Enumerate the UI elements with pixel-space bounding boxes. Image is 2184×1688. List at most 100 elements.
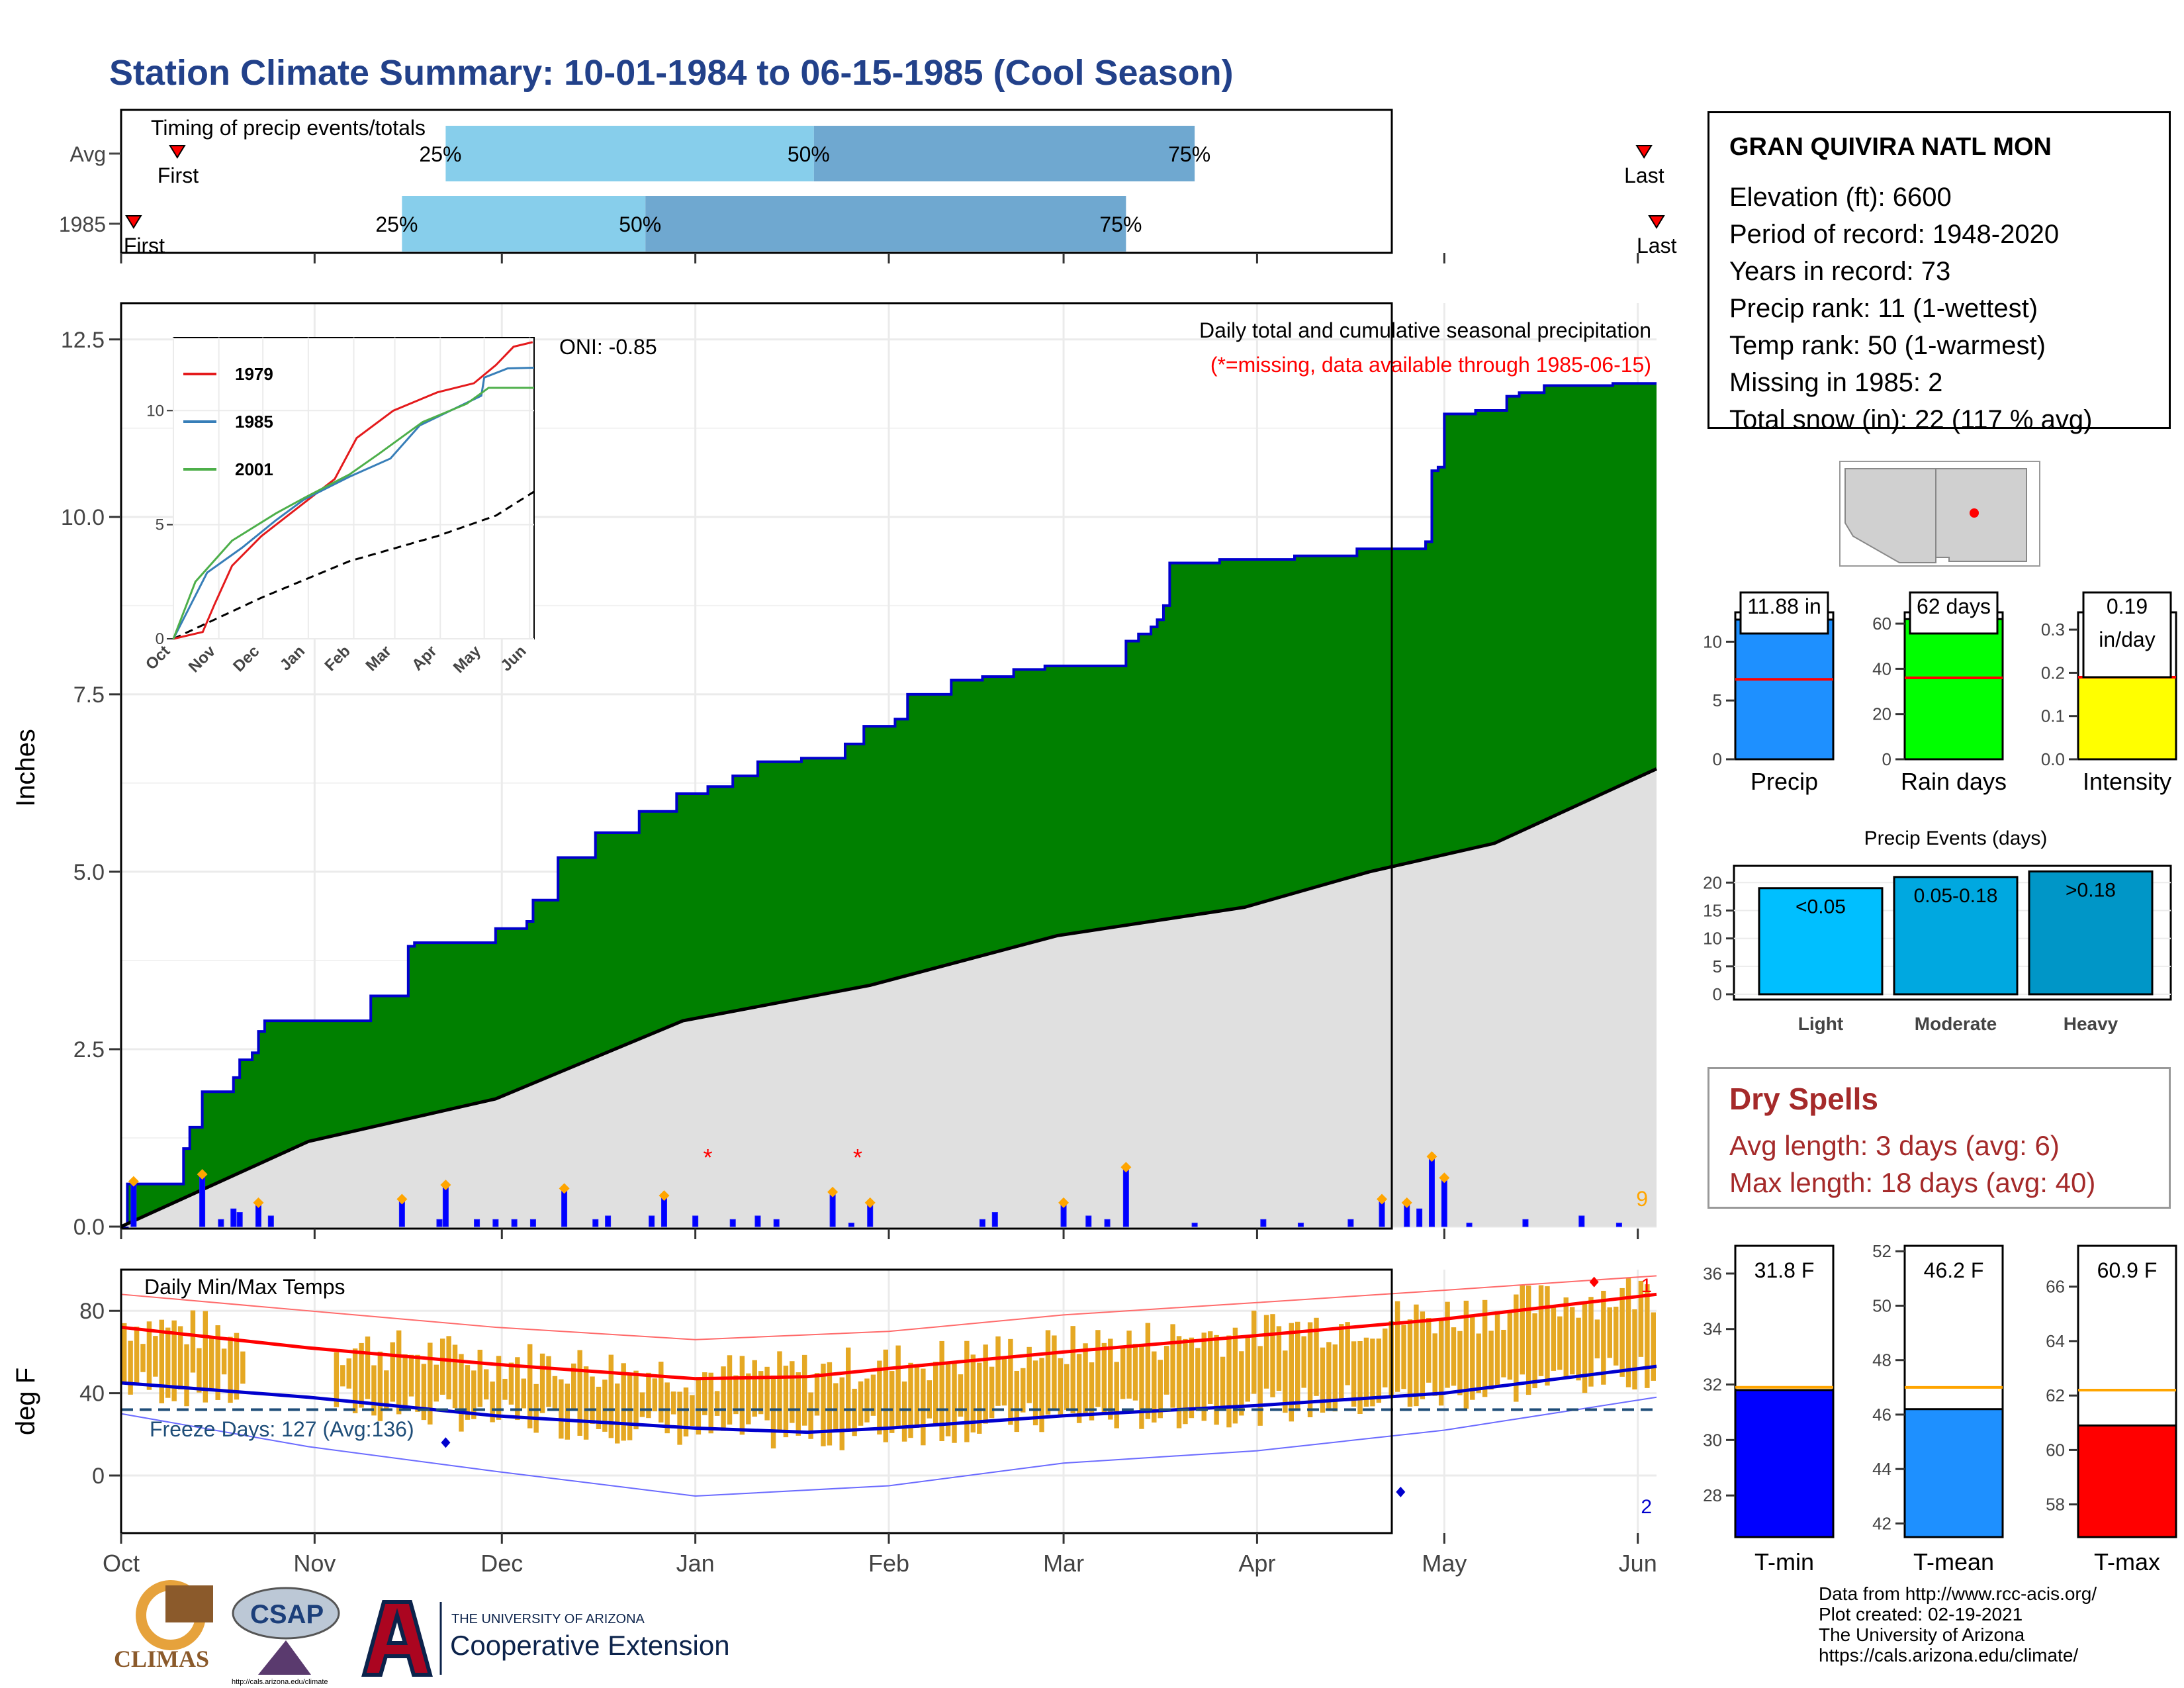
temp-summary-panels: 28 30 32 34 36 31.8 F T-min 42 44 46 48 50 52 46.2 F T…: [1703, 1241, 2177, 1575]
heavy-event-marker-icon: [1401, 1197, 1412, 1208]
daily-temp-bar: [122, 1323, 127, 1383]
small-panel-y-tick-label: 60: [1872, 614, 1891, 633]
daily-temp-bar: [539, 1353, 545, 1413]
heavy-event-marker-icon: [128, 1176, 139, 1187]
daily-temp-bar: [1163, 1346, 1169, 1395]
small-panel-bar: [1734, 618, 1835, 761]
station-info-line: Total snow (in): 22 (117 % avg): [1729, 405, 2093, 434]
daily-temp-bar: [1120, 1348, 1126, 1399]
daily-temp-bar: [1039, 1358, 1044, 1432]
dry-spells-box: Dry Spells Avg length: 3 days (avg: 6) M…: [1707, 1067, 2171, 1209]
climas-text: CLIMAS: [114, 1646, 209, 1672]
daily-temp-bar: [377, 1351, 383, 1421]
daily-temp-bar: [515, 1357, 520, 1421]
timing-25-label: 25%: [419, 142, 461, 166]
daily-temp-bar: [1383, 1328, 1388, 1387]
credit-line: Plot created: 02-19-2021: [1819, 1604, 2023, 1624]
month-tick-label: Jun: [1619, 1550, 1657, 1577]
map-newmexico-shape: [1935, 468, 2027, 562]
daily-temp-bar: [1008, 1338, 1013, 1425]
daily-temp-bar: [1551, 1307, 1557, 1371]
daily-temp-bar: [559, 1379, 564, 1439]
daily-temp-bar: [1195, 1348, 1201, 1410]
daily-temp-bar: [989, 1366, 995, 1419]
small-panel-y-tick-label: 66: [2046, 1277, 2065, 1297]
daily-precip-bar: [848, 1223, 854, 1227]
small-panel-y-tick-label: 0.1: [2041, 706, 2065, 726]
small-panel-y-tick-label: 44: [1872, 1459, 1891, 1479]
daily-temp-bar: [708, 1372, 713, 1434]
daily-temp-bar: [1076, 1354, 1082, 1423]
daily-temp-bar: [739, 1356, 745, 1435]
daily-temp-bar: [1545, 1286, 1550, 1386]
daily-precip-bar: [561, 1190, 568, 1227]
precip-y-tick-label: 10.0: [61, 505, 105, 530]
month-tick-label: Nov: [293, 1550, 336, 1577]
small-panel-y-tick-label: 48: [1872, 1350, 1891, 1370]
daily-precip-bar: [754, 1215, 761, 1227]
daily-temp-bar: [796, 1372, 801, 1436]
daily-temp-bar: [1507, 1310, 1513, 1380]
timing-bar-25-50: [402, 196, 646, 252]
daily-temp-bar: [490, 1382, 495, 1423]
ua-large-text: Cooperative Extension: [450, 1630, 730, 1661]
daily-temp-bar: [939, 1340, 944, 1442]
month-tick-label: Mar: [1043, 1550, 1084, 1577]
daily-temp-bar: [1538, 1285, 1544, 1376]
daily-temp-bar: [215, 1325, 220, 1400]
daily-temp-bar: [1089, 1362, 1095, 1421]
daily-temp-bar: [1207, 1331, 1213, 1405]
daily-temp-bar: [421, 1364, 427, 1421]
daily-precip-bar: [1260, 1219, 1267, 1227]
daily-temp-bar: [683, 1387, 689, 1437]
daily-temp-bar: [702, 1372, 707, 1415]
precip-marks: * *: [120, 382, 1658, 1229]
daily-temp-bar: [958, 1374, 964, 1417]
credit-line: The University of Arizona: [1819, 1624, 2025, 1645]
daily-temp-bar: [602, 1380, 608, 1432]
station-info-line: Period of record: 1948-2020: [1729, 220, 2060, 249]
small-panel-y-tick-label: 0.2: [2041, 663, 2065, 682]
daily-temp-bar: [664, 1382, 670, 1434]
daily-temp-bar: [945, 1362, 951, 1436]
daily-temp-bar: [565, 1383, 570, 1440]
timing-75-label: 75%: [1099, 212, 1142, 236]
missing-day-marker: *: [703, 1144, 712, 1171]
ua-block-a-icon: [361, 1600, 433, 1677]
daily-temp-bar: [1351, 1341, 1357, 1407]
station-info-line: Years in record: 73: [1729, 257, 1951, 286]
daily-temp-bar: [1307, 1322, 1313, 1418]
small-panel-label: T-max: [2094, 1548, 2160, 1575]
daily-precip-bar: [1578, 1215, 1585, 1227]
record-low-marker-icon: [441, 1437, 451, 1448]
heavy-event-marker-icon: [396, 1194, 408, 1205]
avg-min-line: [120, 1364, 1657, 1434]
inset-y-tick-label: 10: [146, 402, 164, 420]
daily-temp-bar: [396, 1330, 402, 1415]
daily-temp-bar: [777, 1351, 782, 1431]
daily-temp-bar: [209, 1336, 214, 1390]
daily-temp-bar: [1632, 1309, 1637, 1389]
daily-temp-bar: [596, 1386, 602, 1429]
daily-temp-bar: [221, 1348, 227, 1375]
daily-temp-bar: [1532, 1313, 1537, 1389]
month-tick-label: May: [1422, 1550, 1467, 1577]
daily-temp-bar: [814, 1373, 820, 1416]
daily-temp-bar: [483, 1369, 489, 1400]
daily-temp-bar: [1295, 1321, 1300, 1410]
daily-temp-bar: [1332, 1344, 1338, 1412]
station-name: GRAN QUIVIRA NATL MON: [1729, 133, 2052, 161]
heavy-event-marker-icon: [659, 1190, 670, 1201]
daily-temp-bar: [858, 1381, 864, 1426]
small-panel-y-tick-label: 58: [2046, 1495, 2065, 1515]
ua-small-text: THE UNIVERSITY OF ARIZONA: [451, 1612, 645, 1626]
daily-temp-bar: [452, 1344, 458, 1409]
daily-temp-bar: [615, 1383, 620, 1444]
small-panel-label: T-min: [1754, 1548, 1814, 1575]
daily-temp-bar: [1095, 1330, 1101, 1407]
events-category-label: Light: [1798, 1013, 1843, 1034]
small-panel-y-tick-label: 46: [1872, 1405, 1891, 1425]
small-panel-y-tick-label: 28: [1703, 1485, 1722, 1505]
daily-temp-bar: [1582, 1303, 1588, 1393]
daily-precip-bar: [605, 1215, 612, 1227]
